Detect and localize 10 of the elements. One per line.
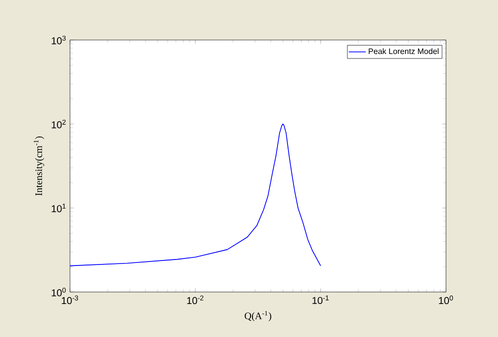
y-tick-label: 10$^{3}$ [52,36,66,44]
x-tick-label: 10$^{0}$ [439,296,453,304]
x-axis-title: Q(A$^{-1}$) [244,310,272,322]
x-tick-label: 10$^{-3}$ [62,296,78,304]
y-axis-title: Intensity(cm$^{-1}$) [34,136,44,196]
y-tick-label: 10$^{0}$ [52,288,66,296]
x-tick-label: 10$^{-2}$ [187,296,204,304]
y-tick-label: 10$^{1}$ [52,204,66,212]
y-tick-label: 10$^{2}$ [52,120,66,128]
x-tick-label: 10$^{-1}$ [312,296,329,304]
